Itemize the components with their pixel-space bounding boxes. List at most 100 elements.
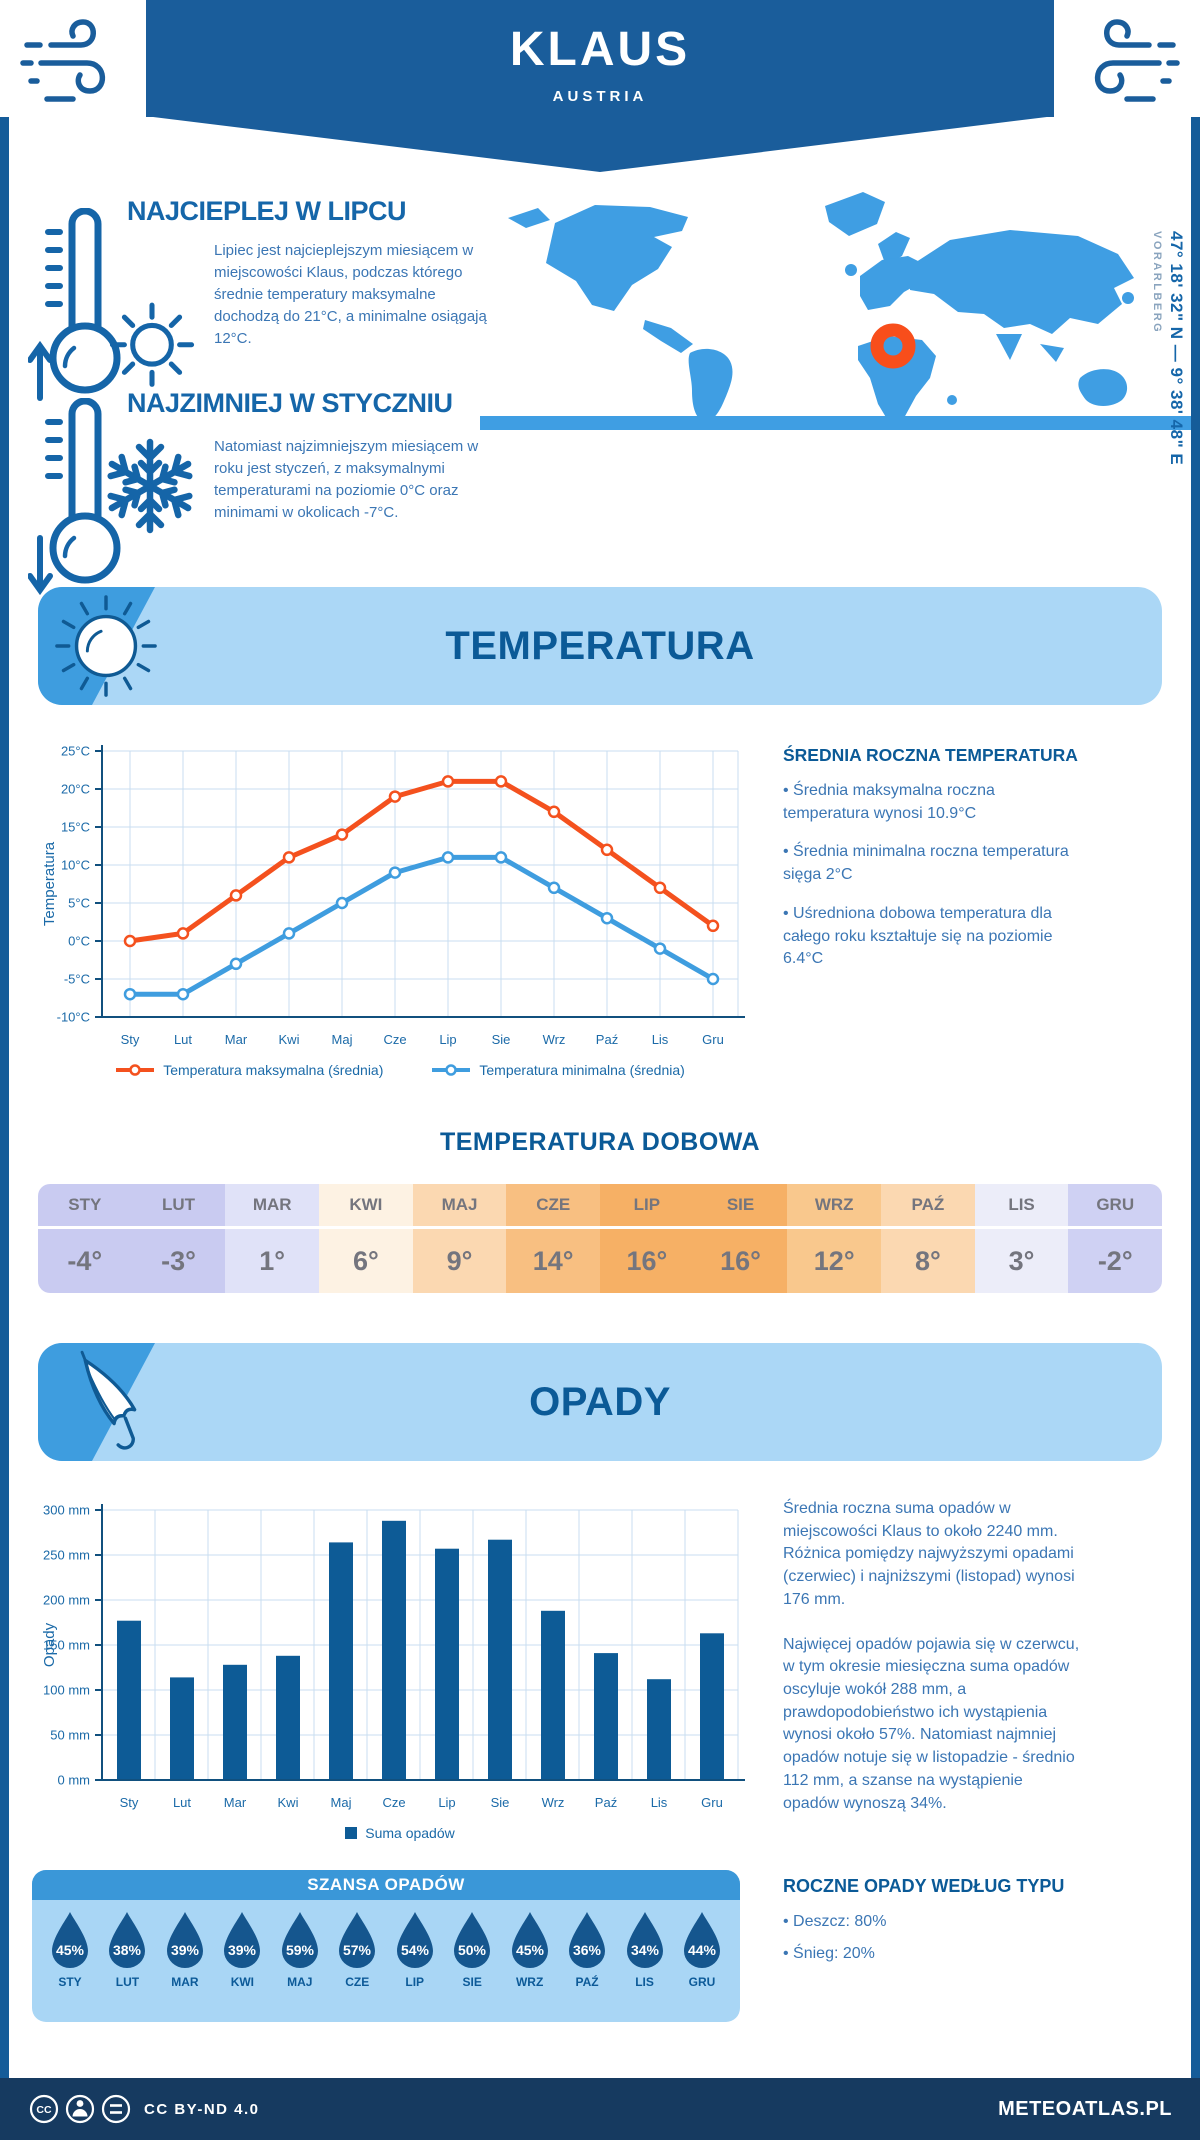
chance-drop-item: 36% PAŹ xyxy=(561,1910,613,1989)
svg-text:150 mm: 150 mm xyxy=(43,1638,90,1653)
sun-icon xyxy=(109,302,195,387)
daily-month-header: KWI xyxy=(319,1184,413,1226)
svg-text:Maj: Maj xyxy=(331,1795,352,1810)
daily-temperature-value: 16° xyxy=(693,1229,788,1293)
svg-text:Wrz: Wrz xyxy=(543,1032,566,1047)
svg-text:10°C: 10°C xyxy=(61,858,90,873)
svg-text:59%: 59% xyxy=(286,1942,315,1958)
svg-text:36%: 36% xyxy=(573,1942,602,1958)
daily-table-column: PAŹ 8° xyxy=(881,1184,975,1293)
water-drop-icon: 57% xyxy=(339,1912,376,1968)
precipitation-types-panel: ROCZNE OPADY WEDŁUG TYPU • Deszcz: 80% •… xyxy=(783,1876,1083,1981)
coordinates-block: 47° 18' 32" N — 9° 38' 48" E VORARLBERG xyxy=(1151,231,1186,465)
chance-drop-item: 34% LIS xyxy=(619,1910,671,1989)
svg-text:Lis: Lis xyxy=(651,1795,668,1810)
svg-text:Lip: Lip xyxy=(439,1032,456,1047)
header-ribbon-notch xyxy=(145,116,1055,172)
svg-text:Paź: Paź xyxy=(596,1032,618,1047)
temperature-banner: TEMPERATURA xyxy=(38,587,1162,705)
svg-text:Mar: Mar xyxy=(225,1032,248,1047)
water-drop-icon: 38% xyxy=(109,1912,146,1968)
water-drop-icon: 36% xyxy=(569,1912,606,1968)
chance-drop-item: 45% WRZ xyxy=(504,1910,556,1989)
daily-temperature-value: -4° xyxy=(38,1229,132,1293)
svg-text:Wrz: Wrz xyxy=(542,1795,565,1810)
daily-temperature-value: 12° xyxy=(787,1229,882,1293)
svg-text:Lut: Lut xyxy=(173,1795,191,1810)
chance-drop-item: 59% MAJ xyxy=(274,1910,326,1989)
daily-temperature-value: 8° xyxy=(881,1229,975,1293)
daily-table-column: GRU -2° xyxy=(1068,1184,1162,1293)
coordinates-text: 47° 18' 32" N — 9° 38' 48" E xyxy=(1167,231,1186,466)
daily-temperature-value: 14° xyxy=(506,1229,601,1293)
chance-drop-item: 38% LUT xyxy=(101,1910,153,1989)
thermometer-warm-icon xyxy=(28,208,121,401)
svg-text:Sie: Sie xyxy=(492,1032,511,1047)
precipitation-chance-drops: 45% STY 38% LUT 39% MAR 39% KWI 59% MAJ … xyxy=(32,1900,740,1989)
page-subtitle: AUSTRIA xyxy=(552,88,648,105)
water-drop-icon: 39% xyxy=(166,1912,203,1968)
world-map xyxy=(480,192,1195,430)
legend-item: Temperatura minimalna (średnia) xyxy=(431,1062,685,1078)
attribution-icon xyxy=(65,2094,95,2124)
svg-text:Gru: Gru xyxy=(702,1032,724,1047)
daily-temperature-value: -3° xyxy=(131,1229,226,1293)
svg-text:50 mm: 50 mm xyxy=(50,1728,90,1743)
chance-drop-item: 44% GRU xyxy=(676,1910,728,1989)
svg-text:39%: 39% xyxy=(228,1942,257,1958)
chance-month-label: PAŹ xyxy=(575,1975,599,1989)
svg-text:54%: 54% xyxy=(401,1942,430,1958)
daily-temperature-value: 1° xyxy=(225,1229,320,1293)
svg-text:-10°C: -10°C xyxy=(57,1010,90,1025)
daily-table-column: STY -4° xyxy=(38,1184,132,1293)
precipitation-banner: OPADY xyxy=(38,1343,1162,1461)
rain-share: • Deszcz: 80% xyxy=(783,1913,887,1930)
svg-text:300 mm: 300 mm xyxy=(43,1503,90,1518)
chance-month-label: WRZ xyxy=(515,1975,544,1989)
annual-bullet: • Średnia minimalna roczna temperatura s… xyxy=(783,843,1069,884)
water-drop-icon: 54% xyxy=(396,1912,433,1968)
header-banner xyxy=(0,0,1200,117)
daily-table-column: KWI 6° xyxy=(319,1184,413,1293)
daily-table-column: LIS 3° xyxy=(974,1184,1069,1293)
daily-table-column: LIP 16° xyxy=(600,1184,694,1293)
daily-month-header: GRU xyxy=(1068,1184,1162,1226)
region-label: VORARLBERG xyxy=(1151,231,1163,335)
daily-temperature-value: -2° xyxy=(1068,1229,1162,1293)
daily-month-header: LIS xyxy=(974,1184,1069,1226)
daily-table-column: WRZ 12° xyxy=(787,1184,882,1293)
license-label: CC BY-ND 4.0 xyxy=(144,2100,260,2118)
svg-text:Kwi: Kwi xyxy=(279,1032,300,1047)
svg-text:15°C: 15°C xyxy=(61,820,90,835)
svg-text:100 mm: 100 mm xyxy=(43,1683,90,1698)
daily-table-column: SIE 16° xyxy=(693,1184,788,1293)
site-label: METEOATLAS.PL xyxy=(998,2097,1172,2120)
chance-month-label: MAJ xyxy=(287,1975,313,1989)
cc-icon xyxy=(29,2094,59,2124)
precipitation-bar-chart: 300 mm 250 mm 200 mm 150 mm 100 mm 50 mm 0 mm S… xyxy=(41,1503,745,1810)
daily-table-column: MAJ 9° xyxy=(412,1184,507,1293)
legend-marker-icon xyxy=(116,1064,155,1076)
annual-temperature-title: ŚREDNIA ROCZNA TEMPERATURA xyxy=(783,745,1078,765)
svg-text:Lip: Lip xyxy=(438,1795,455,1810)
daily-table-column: CZE 14° xyxy=(506,1184,601,1293)
daily-table-column: MAR 1° xyxy=(225,1184,320,1293)
svg-text:0 mm: 0 mm xyxy=(58,1773,91,1788)
chance-drop-item: 45% STY xyxy=(44,1910,96,1989)
chance-month-label: GRU xyxy=(688,1975,716,1989)
chance-drop-item: 54% LIP xyxy=(389,1910,441,1989)
svg-text:Maj: Maj xyxy=(332,1032,353,1047)
precipitation-text-panel: Średnia roczna suma opadów w miejscowośc… xyxy=(783,1498,1083,1815)
line-chart-legend: Temperatura maksymalna (średnia) Tempera… xyxy=(40,1062,760,1078)
daily-month-header: STY xyxy=(38,1184,132,1226)
cc-license-icons: CC xyxy=(29,2094,131,2124)
temperature-banner-title: TEMPERATURA xyxy=(445,624,755,668)
location-marker xyxy=(870,323,916,369)
annual-temperature-panel: ŚREDNIA ROCZNA TEMPERATURA • Średnia mak… xyxy=(783,745,1083,987)
svg-text:Sie: Sie xyxy=(491,1795,510,1810)
svg-text:Mar: Mar xyxy=(224,1795,247,1810)
daily-table: STY -4° LUT -3° MAR 1° KWI 6° MAJ 9° CZE 14° LIP 16° S… xyxy=(38,1184,1162,1293)
right-edge-stripe xyxy=(1191,117,1200,2078)
legend-marker-icon xyxy=(432,1064,471,1076)
water-drop-icon: 45% xyxy=(511,1912,548,1968)
